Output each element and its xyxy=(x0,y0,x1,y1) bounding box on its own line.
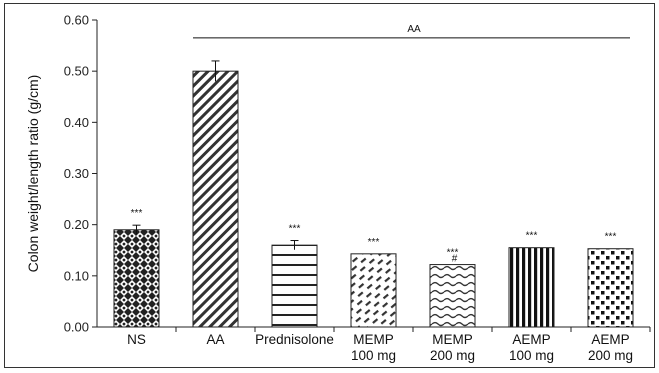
x-tick-label-line2: 200 mg xyxy=(588,348,633,363)
bar-1 xyxy=(192,70,239,328)
bar-5 xyxy=(508,247,555,328)
y-tick-label: 0.40 xyxy=(64,115,89,130)
x-tick-label: NS xyxy=(127,332,146,347)
chart-frame xyxy=(4,3,655,368)
bar-4 xyxy=(429,264,476,328)
x-tick-label: MEMP xyxy=(353,332,394,347)
significance-label: *** xyxy=(605,232,617,243)
y-tick-label: 0.30 xyxy=(64,166,89,181)
x-tick-label-line2: 100 mg xyxy=(509,348,554,363)
x-tick-label-line2: 100 mg xyxy=(351,348,396,363)
bar-0 xyxy=(113,229,160,328)
y-axis-label: Colon weight/length ratio (g/cm) xyxy=(25,75,41,273)
comparison-bracket-label: AA xyxy=(407,24,421,35)
x-tick-label: Prednisolone xyxy=(255,332,334,347)
significance-label: *** xyxy=(447,248,459,259)
y-tick-label: 0.20 xyxy=(64,217,89,232)
x-tick-label: AEMP xyxy=(512,332,550,347)
x-tick-label: AA xyxy=(206,332,224,347)
y-tick-label: 0.50 xyxy=(64,64,89,79)
bar-6 xyxy=(587,248,634,328)
significance-label: *** xyxy=(368,237,380,248)
significance-label: *** xyxy=(526,231,538,242)
x-tick-label-line2: 200 mg xyxy=(430,348,475,363)
significance-label: *** xyxy=(131,208,143,219)
x-tick-label: MEMP xyxy=(432,332,473,347)
y-tick-label: 0.00 xyxy=(64,320,89,335)
bar-2 xyxy=(271,244,318,328)
secondary-significance-label: # xyxy=(452,254,458,265)
bar-3 xyxy=(350,253,397,328)
y-tick-label: 0.10 xyxy=(64,268,89,283)
significance-label: *** xyxy=(289,224,301,235)
y-tick-label: 0.60 xyxy=(64,13,89,28)
x-tick-label: AEMP xyxy=(591,332,629,347)
